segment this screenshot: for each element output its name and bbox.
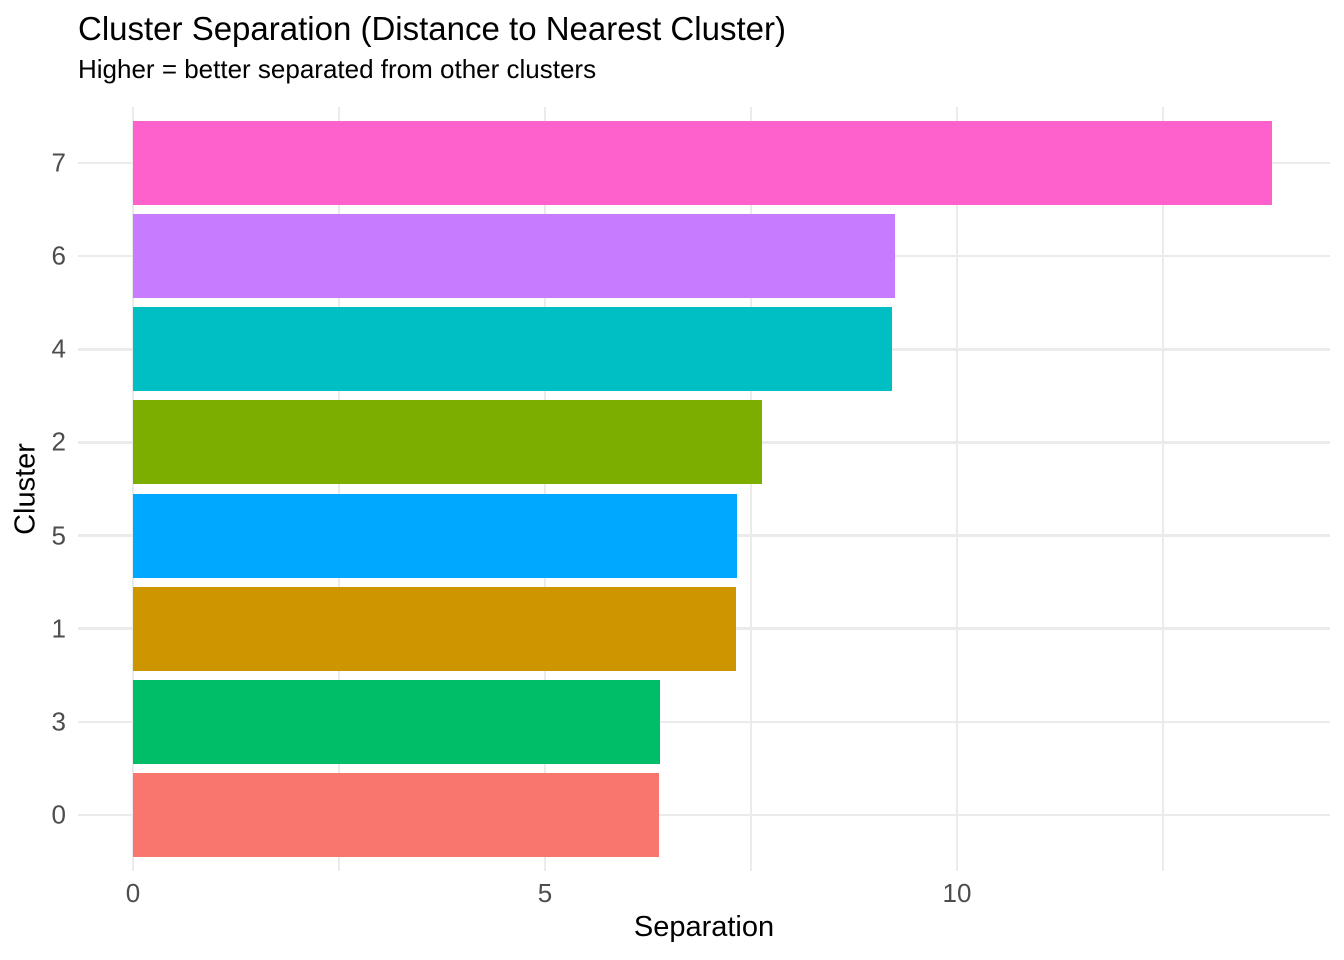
y-tick-label: 6 <box>51 240 66 271</box>
x-minor-gridline <box>338 107 340 871</box>
bar-cluster-0 <box>133 773 659 857</box>
chart-title: Cluster Separation (Distance to Nearest … <box>78 10 786 47</box>
y-tick-label: 0 <box>51 799 66 830</box>
bar-cluster-2 <box>133 400 762 485</box>
x-axis-title: Separation <box>633 911 775 943</box>
x-major-gridline <box>955 107 959 871</box>
bar-cluster-5 <box>133 493 737 578</box>
y-tick-label: 7 <box>51 147 66 178</box>
x-major-gridline <box>543 107 547 871</box>
x-minor-gridline <box>1162 107 1164 871</box>
bar-cluster-6 <box>133 214 896 299</box>
bar-cluster-3 <box>133 679 660 764</box>
plot-panel <box>78 107 1330 871</box>
bar-cluster-7 <box>133 121 1272 205</box>
y-axis-title: Cluster <box>9 443 42 535</box>
y-major-gridline <box>78 720 1330 724</box>
x-tick-label: 0 <box>125 878 141 908</box>
y-tick-label: 1 <box>51 613 66 644</box>
y-tick-label: 3 <box>51 706 66 737</box>
bar-cluster-4 <box>133 307 892 392</box>
chart-subtitle: Higher = better separated from other clu… <box>78 54 597 84</box>
y-tick-label: 2 <box>51 426 66 457</box>
x-tick-label: 5 <box>537 878 553 908</box>
y-major-gridline <box>78 813 1330 817</box>
bar-cluster-1 <box>133 586 737 671</box>
x-tick-label: 10 <box>942 878 972 908</box>
x-major-gridline <box>131 107 135 871</box>
y-tick-label: 5 <box>51 520 66 551</box>
x-minor-gridline <box>750 107 752 871</box>
y-tick-label: 4 <box>51 333 66 364</box>
